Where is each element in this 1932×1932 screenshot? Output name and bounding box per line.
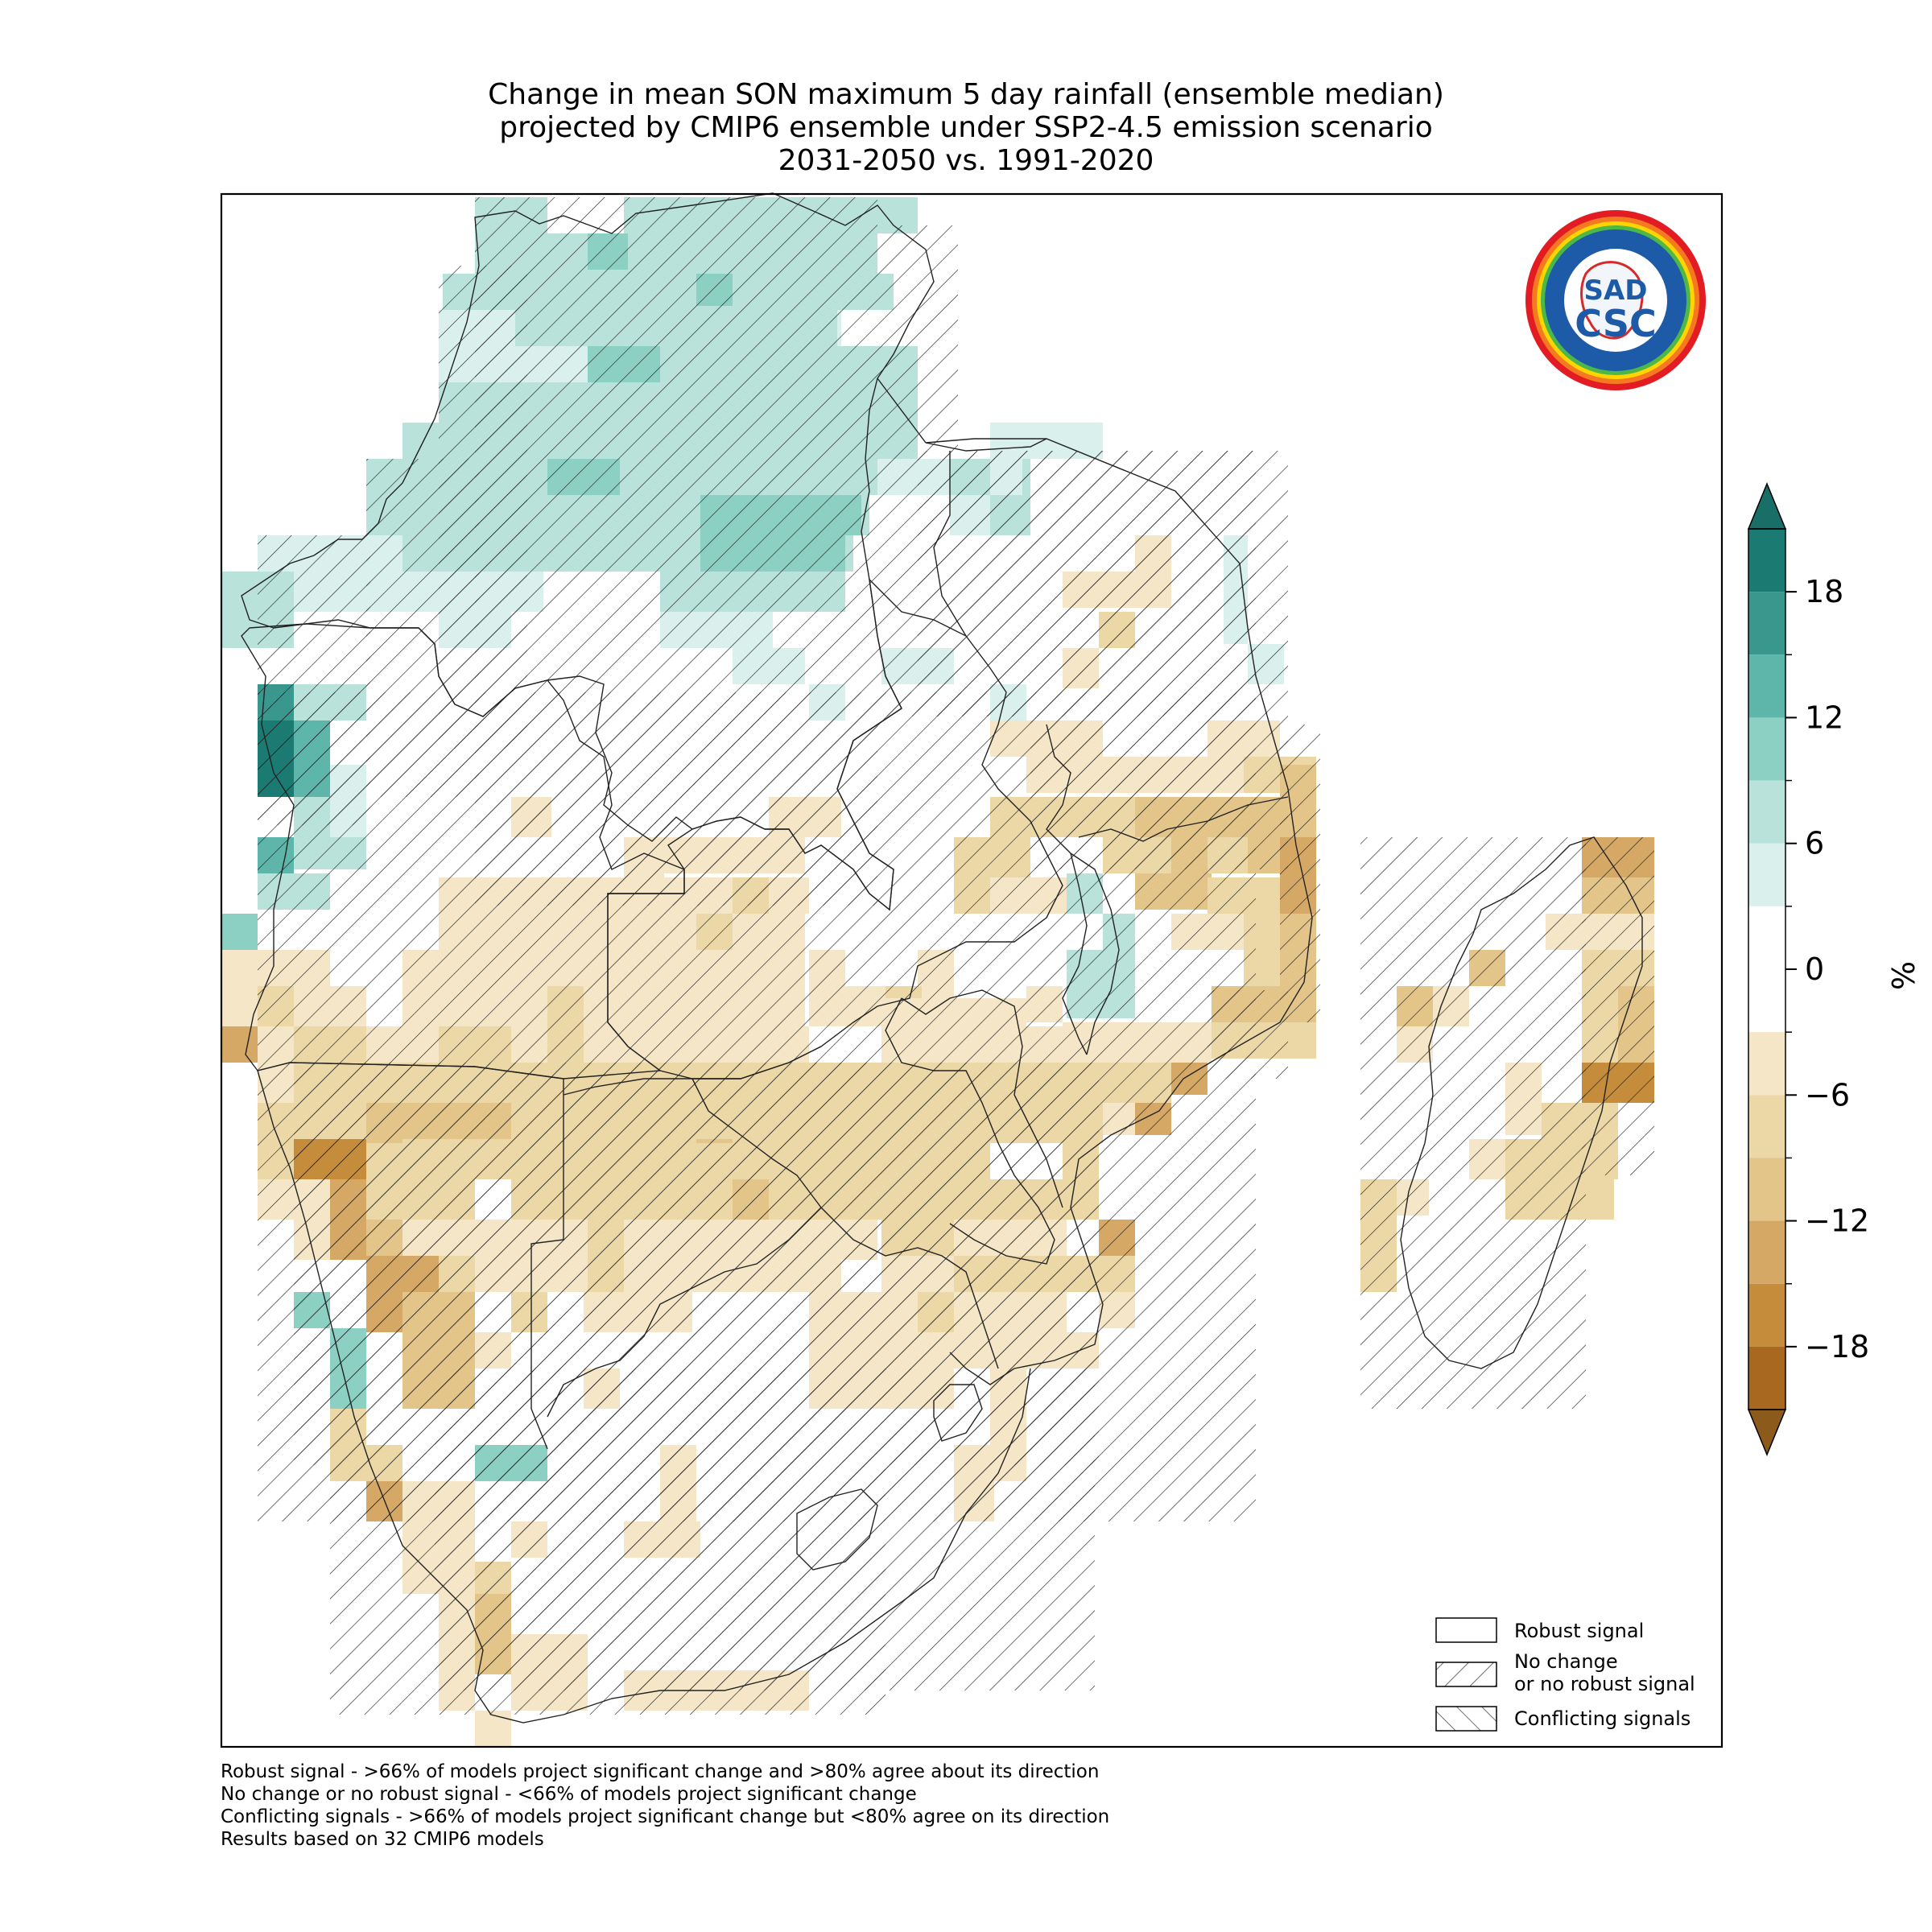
hatch-region (1360, 837, 1586, 1409)
field-cell (221, 1026, 258, 1063)
footnote-no-change: No change or no robust signal - <66% of … (221, 1784, 917, 1805)
lesotho-outline (796, 1488, 878, 1571)
country-borders (241, 192, 1643, 1724)
colorbar-segment (1748, 1158, 1785, 1221)
zambia-outline (607, 578, 1063, 1080)
legend-label-robust: Robust signal (1514, 1620, 1644, 1642)
colorbar-tick-label: −6 (1805, 1077, 1850, 1113)
legend-label-no-change-2: or no robust signal (1514, 1673, 1695, 1695)
colorbar-segment (1748, 592, 1785, 655)
legend-label-no-change-1: No change (1514, 1650, 1618, 1673)
malawi-west-border (1046, 724, 1088, 1055)
hatch-region (1208, 990, 1288, 1079)
colorbar-extend-max (1747, 482, 1787, 530)
hatch-region (1030, 451, 1288, 869)
east-africa-borders (877, 378, 1047, 637)
colorbar-tick-label: −12 (1805, 1203, 1869, 1239)
colorbar-segment (1748, 843, 1785, 906)
footnote-models: Results based on 32 CMIP6 models (221, 1829, 544, 1850)
sadc-csc-logo: SAD CSC (1525, 210, 1706, 390)
legend-swatch-conflicting (1435, 1706, 1497, 1732)
botswana-zimbabwe-borders (547, 1078, 999, 1418)
colorbar-segment (1748, 1220, 1785, 1284)
colorbar-tick-label: 6 (1805, 826, 1824, 861)
map-title-line-2: projected by CMIP6 ensemble under SSP2-4… (499, 111, 1433, 144)
colorbar: 18 12 6 0 −6 −12 −18% (1747, 482, 1922, 1456)
legend-swatch-no-change (1435, 1662, 1497, 1687)
zimbabwe-mozambique-borders (885, 989, 1063, 1265)
colorbar-segment (1748, 1095, 1785, 1158)
field-cell (475, 1711, 511, 1747)
colorbar-tick-label: 0 (1805, 952, 1824, 987)
colorbar-segment (1748, 1346, 1785, 1410)
mozambique-north-border (1070, 796, 1289, 1055)
hatch-region (1280, 724, 1320, 1022)
footnote-robust: Robust signal - >66% of models project s… (221, 1761, 1100, 1782)
logo-text-csc: CSC (1575, 302, 1657, 345)
colorbar-segment (1748, 780, 1785, 844)
colorbar-unit-label: % (1886, 961, 1922, 990)
logo-text-sadc: SAD (1583, 275, 1647, 307)
legend-swatch-robust (1435, 1617, 1497, 1643)
eswatini-outline (933, 1384, 983, 1442)
colorbar-extend-min (1747, 1409, 1787, 1456)
footnote-conflicting: Conflicting signals - >66% of models pro… (221, 1806, 1110, 1827)
legend: Robust signal No change or no robust sig… (1435, 1617, 1695, 1732)
map-axes-frame (220, 192, 1724, 1748)
no-robust-signal-hatching (258, 197, 1654, 1715)
colorbar-segment (1748, 717, 1785, 781)
colorbar-segment (1748, 969, 1785, 1033)
colorbar-segment (1748, 1032, 1785, 1096)
map-title-line-1: Change in mean SON maximum 5 day rainfal… (488, 78, 1444, 111)
colorbar-segment (1748, 529, 1785, 592)
hatch-region (435, 1368, 1095, 1690)
eastern-coastline (925, 438, 1313, 1385)
colorbar-tick-label: 12 (1805, 700, 1843, 735)
colorbar-tick-label: 18 (1805, 574, 1843, 609)
colorbar-segment (1748, 654, 1785, 718)
southern-africa-outline (257, 1046, 1031, 1724)
colorbar-segment (1748, 906, 1785, 969)
colorbar-tick-label: −18 (1805, 1329, 1869, 1364)
field-cell (221, 914, 258, 950)
madagascar-outline (1400, 836, 1643, 1369)
colorbar-segment (1748, 1283, 1785, 1347)
map-title-line-3: 2031-2050 vs. 1991-2020 (778, 144, 1154, 177)
hatch-region (877, 225, 958, 451)
logo-africa-map (1580, 261, 1644, 340)
hatch-region (1582, 837, 1654, 1175)
legend-label-conflicting: Conflicting signals (1514, 1707, 1690, 1730)
